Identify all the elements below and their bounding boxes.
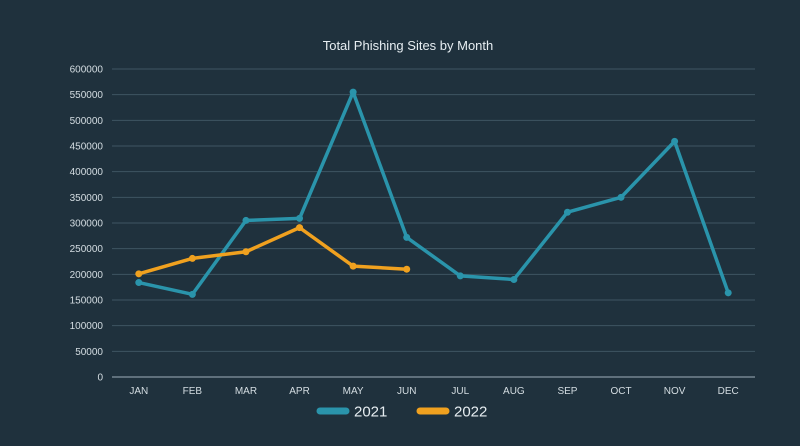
data-point	[510, 275, 518, 283]
x-tick-label: OCT	[610, 386, 631, 397]
data-point	[135, 279, 143, 287]
gridlines	[112, 68, 755, 378]
legend-label: 2021	[354, 404, 387, 421]
data-point	[617, 193, 625, 201]
data-point	[349, 262, 357, 270]
data-point	[456, 272, 464, 280]
series-line	[137, 225, 409, 276]
series-lines	[135, 88, 732, 298]
y-tick-label: 100000	[70, 321, 104, 332]
x-tick-label: JUN	[397, 386, 416, 397]
data-point	[403, 233, 411, 241]
x-tick-label: JAN	[129, 386, 148, 397]
x-tick-label: JUL	[451, 386, 469, 397]
data-point	[242, 216, 250, 224]
data-point	[296, 224, 304, 232]
y-tick-label: 500000	[70, 116, 104, 127]
chart-title: Total Phishing Sites by Month	[323, 38, 494, 53]
y-axis-tick-labels: 0 50000 100000 150000 200000 250000 300000 3500…	[70, 65, 104, 384]
y-tick-label: 200000	[70, 270, 104, 281]
data-point	[671, 137, 679, 145]
y-tick-label: 150000	[70, 296, 104, 307]
x-tick-label: NOV	[664, 386, 686, 397]
y-tick-label: 0	[97, 373, 103, 384]
data-point	[296, 214, 304, 222]
y-tick-label: 450000	[70, 142, 104, 153]
y-tick-label: 550000	[70, 90, 104, 101]
x-tick-label: APR	[289, 386, 310, 397]
data-point	[188, 254, 196, 262]
legend: 2021 2022	[316, 404, 487, 421]
x-tick-label: MAY	[343, 386, 364, 397]
y-tick-label: 350000	[70, 193, 104, 204]
y-tick-label: 600000	[70, 65, 104, 76]
series-line	[137, 90, 730, 297]
y-tick-label: 250000	[70, 244, 104, 255]
data-point	[242, 248, 250, 256]
data-point	[563, 208, 571, 216]
x-tick-label: SEP	[557, 386, 577, 397]
x-tick-label: DEC	[718, 386, 739, 397]
x-tick-label: AUG	[503, 386, 525, 397]
data-point	[135, 270, 143, 278]
y-tick-label: 400000	[70, 167, 104, 178]
x-tick-label: MAR	[235, 386, 257, 397]
y-tick-label: 300000	[70, 219, 104, 230]
x-tick-label: FEB	[183, 386, 203, 397]
data-point	[724, 289, 732, 297]
data-point	[403, 265, 411, 273]
series-2021	[135, 88, 732, 298]
y-tick-label: 50000	[75, 347, 103, 358]
data-point	[188, 290, 196, 298]
legend-label: 2022	[454, 404, 487, 421]
series-2022	[135, 224, 411, 278]
data-point	[349, 88, 357, 96]
x-axis-tick-labels: JAN FEB MAR APR MAY JUN JUL AUG SEP OCT NOV DEC	[129, 386, 738, 397]
